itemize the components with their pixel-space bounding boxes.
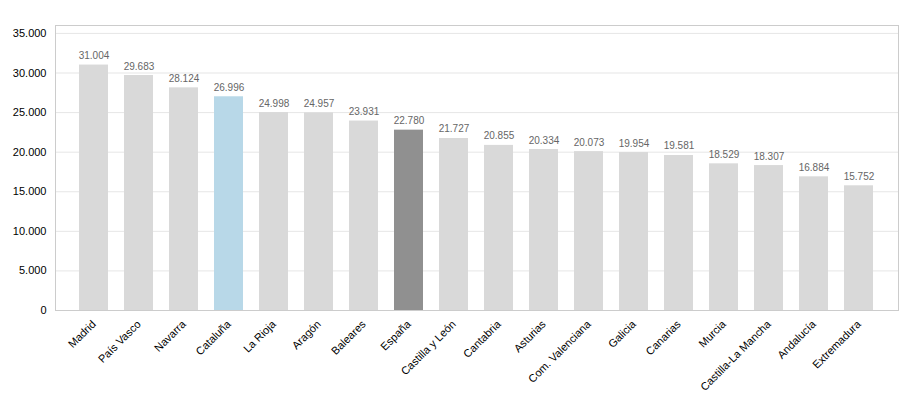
- svg-text:19.581: 19.581: [664, 140, 695, 151]
- svg-text:Andalucía: Andalucía: [775, 317, 819, 361]
- svg-text:Galicia: Galicia: [606, 317, 639, 350]
- svg-text:Cantabria: Cantabria: [461, 317, 504, 360]
- svg-text:Murcia: Murcia: [696, 317, 728, 349]
- svg-text:15.752: 15.752: [844, 171, 875, 182]
- svg-text:35.000: 35.000: [13, 27, 47, 39]
- svg-text:Madrid: Madrid: [66, 318, 98, 350]
- svg-text:Navarra: Navarra: [152, 317, 189, 354]
- svg-text:16.884: 16.884: [799, 162, 830, 173]
- svg-text:24.998: 24.998: [259, 98, 290, 109]
- svg-text:5.000: 5.000: [19, 264, 47, 276]
- svg-text:España: España: [378, 317, 413, 352]
- svg-text:20.334: 20.334: [529, 135, 560, 146]
- svg-text:18.529: 18.529: [709, 149, 740, 160]
- svg-text:20.000: 20.000: [13, 146, 47, 158]
- svg-text:Cataluña: Cataluña: [193, 317, 233, 357]
- svg-text:Aragón: Aragón: [289, 318, 323, 352]
- svg-text:Baleares: Baleares: [329, 317, 369, 357]
- svg-text:29.683: 29.683: [124, 61, 155, 72]
- svg-text:La Rioja: La Rioja: [241, 317, 279, 355]
- svg-text:Canarias: Canarias: [643, 317, 683, 357]
- svg-text:30.000: 30.000: [13, 67, 47, 79]
- svg-text:País Vasco: País Vasco: [96, 318, 143, 365]
- svg-text:24.957: 24.957: [304, 98, 335, 109]
- svg-text:21.727: 21.727: [439, 123, 470, 134]
- svg-text:26.996: 26.996: [214, 82, 245, 93]
- svg-text:20.855: 20.855: [484, 130, 515, 141]
- svg-text:18.307: 18.307: [754, 151, 785, 162]
- svg-text:23.931: 23.931: [349, 106, 380, 117]
- svg-text:10.000: 10.000: [13, 225, 47, 237]
- svg-text:20.073: 20.073: [574, 137, 605, 148]
- svg-text:Castilla y León: Castilla y León: [398, 318, 458, 378]
- svg-text:Asturias: Asturias: [511, 317, 548, 354]
- svg-text:19.954: 19.954: [619, 138, 650, 149]
- svg-text:Com. Valenciana: Com. Valenciana: [526, 317, 594, 385]
- svg-text:15.000: 15.000: [13, 185, 47, 197]
- svg-text:Castilla-La Mancha: Castilla-La Mancha: [698, 317, 774, 393]
- svg-text:Extremadura: Extremadura: [810, 317, 864, 371]
- svg-text:22.780: 22.780: [394, 115, 425, 126]
- svg-text:28.124: 28.124: [169, 73, 200, 84]
- svg-text:31.004: 31.004: [79, 50, 110, 61]
- svg-text:0: 0: [40, 304, 46, 316]
- svg-text:25.000: 25.000: [13, 106, 47, 118]
